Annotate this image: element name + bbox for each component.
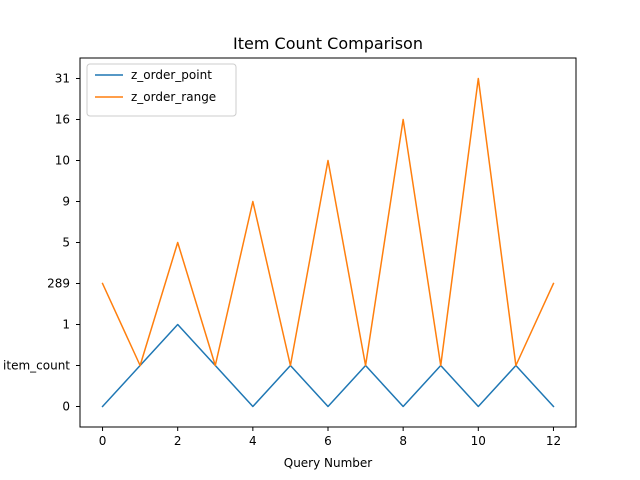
series-line-z-order-range	[101, 77, 555, 367]
y-tick-label: 1	[62, 318, 70, 332]
y-tick-label: 16	[55, 113, 70, 127]
y-tick-label: 0	[62, 400, 70, 414]
y-tick-label: 31	[55, 72, 70, 86]
x-axis-ticks: 0 2 4 6 8 10 12	[99, 427, 561, 448]
x-tick-label: 8	[399, 434, 407, 448]
x-tick-label: 6	[324, 434, 332, 448]
legend-label: z_order_range	[131, 90, 216, 104]
x-tick-label: 0	[99, 434, 107, 448]
x-tick-label: 2	[174, 434, 182, 448]
y-tick-label: 5	[62, 236, 70, 250]
legend: z_order_point z_order_range	[86, 63, 237, 117]
x-tick-label: 12	[546, 434, 561, 448]
plot-lines	[101, 77, 555, 408]
y-axis-ticks: 0 item_count 1 289 5 9 10 16 31	[3, 72, 80, 414]
y-tick-label: item_count	[3, 359, 70, 373]
x-tick-label: 4	[249, 434, 257, 448]
legend-label: z_order_point	[131, 68, 212, 82]
y-tick-label: 289	[47, 277, 70, 291]
x-tick-label: 10	[471, 434, 486, 448]
x-axis-label: Query Number	[284, 456, 373, 470]
legend-box	[86, 63, 237, 117]
y-tick-label: 9	[62, 195, 70, 209]
chart-title: Item Count Comparison	[233, 34, 423, 53]
series-line-z-order-point	[101, 323, 555, 408]
y-tick-label: 10	[55, 154, 70, 168]
